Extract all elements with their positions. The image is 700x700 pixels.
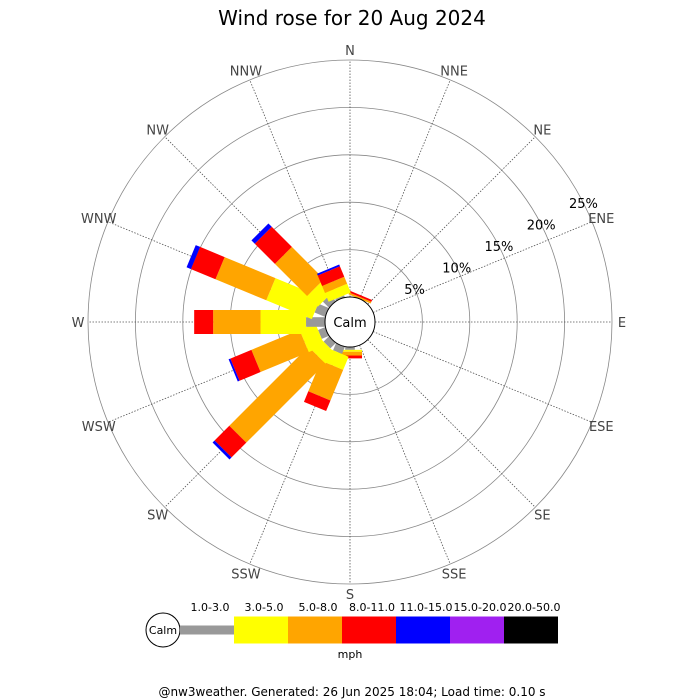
bar-wnw-bin-2 bbox=[215, 257, 276, 301]
speed-legend: Calm 1.0-3.0 3.0-5.0 5.0-8.0 8.0-11.0 11.0-15… bbox=[145, 601, 561, 661]
legend-calm-label: Calm bbox=[149, 624, 177, 637]
bar-wsw-bin-4 bbox=[228, 358, 240, 382]
legend-label-0: 1.0-3.0 bbox=[191, 601, 230, 614]
chart-title: Wind rose for 20 Aug 2024 bbox=[218, 6, 486, 30]
bar-w-bin-0 bbox=[306, 317, 326, 327]
ring-25-percent bbox=[87, 59, 613, 585]
bar-nnw-bin-4 bbox=[317, 264, 340, 276]
legend-swatch-1 bbox=[234, 616, 288, 644]
spoke-nnw bbox=[249, 79, 341, 300]
direction-labels: N NNE NE ENE E ESE SE SSE S SSW SW WSW W WNW NW NNW bbox=[72, 44, 627, 603]
bar-sw-bin-2 bbox=[229, 346, 326, 443]
ring-label-15: 15% bbox=[485, 240, 514, 255]
bar-wsw-bin-3 bbox=[230, 349, 261, 381]
direction-label-n: N bbox=[345, 44, 355, 59]
legend-label-2: 5.0-8.0 bbox=[299, 601, 338, 614]
spoke-ese bbox=[372, 331, 593, 423]
direction-label-nne: NNE bbox=[440, 65, 468, 80]
bar-nw-bin-4 bbox=[251, 223, 272, 244]
ring-label-20: 20% bbox=[527, 219, 556, 234]
bar-nw-bin-3 bbox=[254, 226, 292, 264]
bar-w-bin-1 bbox=[260, 310, 307, 334]
bar-nne-bin-2 bbox=[348, 292, 372, 304]
legend-label-3: 8.0-11.0 bbox=[349, 601, 395, 614]
direction-label-nnw: NNW bbox=[230, 65, 262, 80]
direction-label-s: S bbox=[346, 588, 354, 603]
direction-label-e: E bbox=[618, 316, 626, 331]
direction-label-sw: SW bbox=[147, 508, 168, 523]
legend-swatch-6 bbox=[504, 616, 558, 644]
footer-text: @nw3weather. Generated: 26 Jun 2025 18:0… bbox=[158, 685, 545, 699]
direction-label-ssw: SSW bbox=[231, 567, 261, 582]
spoke-ne bbox=[367, 136, 536, 305]
bar-nnw-bin-3 bbox=[317, 266, 345, 286]
bar-nw-bin-2 bbox=[274, 246, 325, 297]
spoke-sse bbox=[359, 344, 451, 565]
legend-swatch-2 bbox=[288, 616, 342, 644]
direction-label-nw: NW bbox=[146, 124, 169, 139]
direction-label-se: SE bbox=[534, 508, 550, 523]
ring-label-25: 25% bbox=[569, 197, 598, 212]
ring-labels: 5% 10% 15% 20% 25% bbox=[404, 197, 598, 298]
bar-wnw-bin-0 bbox=[314, 303, 329, 317]
bar-sw-bin-0 bbox=[323, 336, 336, 349]
wind-bars bbox=[186, 223, 373, 460]
bar-nnw-bin-1 bbox=[324, 283, 351, 302]
bar-wnw-bin-3 bbox=[190, 246, 225, 280]
bar-nnw-bin-0 bbox=[335, 295, 345, 301]
legend-swatch-3 bbox=[342, 616, 396, 644]
bar-sw-bin-3 bbox=[214, 425, 247, 458]
calm-circle bbox=[324, 296, 376, 348]
spoke-ene bbox=[372, 221, 593, 313]
bar-ssw-bin-3 bbox=[303, 391, 331, 411]
bar-wnw-bin-1 bbox=[266, 278, 321, 320]
direction-label-ene: ENE bbox=[588, 212, 614, 227]
bar-w-bin-3 bbox=[194, 310, 214, 334]
direction-label-wsw: WSW bbox=[82, 420, 116, 435]
direction-label-ne: NE bbox=[533, 124, 551, 139]
legend-swatch-5 bbox=[450, 616, 504, 644]
bar-s-bin-1 bbox=[338, 349, 362, 352]
legend-swatch-0 bbox=[180, 625, 234, 635]
bar-wsw-bin-2 bbox=[251, 329, 309, 373]
direction-label-ese: ESE bbox=[589, 420, 614, 435]
direction-label-wnw: WNW bbox=[81, 212, 117, 227]
legend-label-4: 11.0-15.0 bbox=[400, 601, 453, 614]
bar-nnw-bin-2 bbox=[322, 276, 348, 293]
direction-label-sse: SSE bbox=[442, 567, 467, 582]
bar-s-bin-2 bbox=[338, 351, 362, 356]
bar-s-bin-3 bbox=[338, 355, 362, 359]
calm-center: Calm bbox=[324, 296, 376, 348]
calm-label: Calm bbox=[333, 316, 366, 331]
direction-label-w: W bbox=[72, 316, 85, 331]
legend-swatch-4 bbox=[396, 616, 450, 644]
ring-label-10: 10% bbox=[442, 262, 471, 277]
spoke-nne bbox=[359, 79, 451, 300]
bar-w-bin-2 bbox=[213, 310, 261, 334]
legend-unit: mph bbox=[338, 648, 363, 661]
ring-label-5: 5% bbox=[404, 283, 425, 298]
bar-nne-bin-3 bbox=[349, 290, 373, 302]
spoke-se bbox=[367, 339, 536, 508]
bar-sw-bin-4 bbox=[212, 440, 232, 460]
legend-label-6: 20.0-50.0 bbox=[508, 601, 561, 614]
bar-wnw-bin-4 bbox=[186, 245, 201, 270]
legend-label-1: 3.0-5.0 bbox=[245, 601, 284, 614]
bar-s-bin-0 bbox=[345, 347, 355, 350]
legend-label-5: 15.0-20.0 bbox=[454, 601, 507, 614]
